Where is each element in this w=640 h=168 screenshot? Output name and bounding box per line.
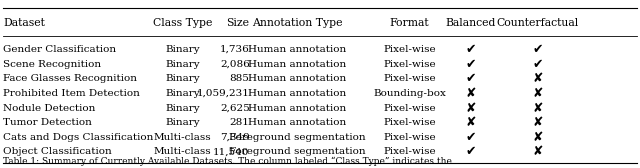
Text: Format: Format [390, 18, 429, 28]
Text: Prohibited Item Detection: Prohibited Item Detection [3, 89, 140, 98]
Text: 1,059,231: 1,059,231 [196, 89, 250, 98]
Text: Binary: Binary [165, 118, 200, 127]
Text: ✘: ✘ [532, 101, 543, 115]
Text: Human annotation: Human annotation [248, 103, 347, 113]
Text: Bounding-box: Bounding-box [373, 89, 446, 98]
Text: ✘: ✘ [465, 116, 476, 129]
Text: ✘: ✘ [465, 101, 476, 115]
Text: ✘: ✘ [532, 116, 543, 129]
Text: Pixel-wise: Pixel-wise [383, 103, 436, 113]
Text: Binary: Binary [165, 45, 200, 54]
Text: Multi-class: Multi-class [154, 147, 211, 156]
Text: Human annotation: Human annotation [248, 74, 347, 83]
Text: Annotation Type: Annotation Type [252, 18, 343, 28]
Text: 885: 885 [230, 74, 250, 83]
Text: ✘: ✘ [532, 87, 543, 100]
Text: Pixel-wise: Pixel-wise [383, 118, 436, 127]
Text: Pixel-wise: Pixel-wise [383, 147, 436, 156]
Text: 2,625: 2,625 [220, 103, 250, 113]
Text: 7,349: 7,349 [220, 133, 250, 142]
Text: Pixel-wise: Pixel-wise [383, 74, 436, 83]
Text: Human annotation: Human annotation [248, 89, 347, 98]
Text: 2,086: 2,086 [220, 60, 250, 69]
Text: Pixel-wise: Pixel-wise [383, 45, 436, 54]
Text: ✘: ✘ [532, 145, 543, 158]
Text: ✔: ✔ [532, 58, 543, 71]
Text: Human annotation: Human annotation [248, 45, 347, 54]
Text: ✔: ✔ [465, 145, 476, 158]
Text: Binary: Binary [165, 103, 200, 113]
Text: Multi-class: Multi-class [154, 133, 211, 142]
Text: Tumor Detection: Tumor Detection [3, 118, 92, 127]
Text: Pixel-wise: Pixel-wise [383, 60, 436, 69]
Text: ✘: ✘ [532, 72, 543, 85]
Text: ✔: ✔ [465, 131, 476, 144]
Text: Foreground segmentation: Foreground segmentation [229, 147, 366, 156]
Text: Face Glasses Recognition: Face Glasses Recognition [3, 74, 137, 83]
Text: Binary: Binary [165, 74, 200, 83]
Text: ✘: ✘ [532, 131, 543, 144]
Text: Counterfactual: Counterfactual [497, 18, 579, 28]
Text: Object Classification: Object Classification [3, 147, 112, 156]
Text: Cats and Dogs Classification: Cats and Dogs Classification [3, 133, 154, 142]
Text: 1,736: 1,736 [220, 45, 250, 54]
Text: ✔: ✔ [465, 58, 476, 71]
Text: ✔: ✔ [465, 72, 476, 85]
Text: Nodule Detection: Nodule Detection [3, 103, 95, 113]
Text: ✔: ✔ [465, 43, 476, 56]
Text: Human annotation: Human annotation [248, 118, 347, 127]
Text: Human annotation: Human annotation [248, 60, 347, 69]
Text: 11,540: 11,540 [213, 147, 250, 156]
Text: Dataset: Dataset [3, 18, 45, 28]
Text: Size: Size [227, 18, 250, 28]
Text: Table 1: Summary of Currently Available Datasets. The column labeled “Class Type: Table 1: Summary of Currently Available … [3, 157, 452, 166]
Text: ✘: ✘ [465, 87, 476, 100]
Text: 281: 281 [230, 118, 250, 127]
Text: Pixel-wise: Pixel-wise [383, 133, 436, 142]
Text: Class Type: Class Type [153, 18, 212, 28]
Text: ✔: ✔ [532, 43, 543, 56]
Text: Binary: Binary [165, 60, 200, 69]
Text: Scene Recognition: Scene Recognition [3, 60, 101, 69]
Text: Binary: Binary [165, 89, 200, 98]
Text: Gender Classification: Gender Classification [3, 45, 116, 54]
Text: Foreground segmentation: Foreground segmentation [229, 133, 366, 142]
Text: Balanced: Balanced [445, 18, 495, 28]
